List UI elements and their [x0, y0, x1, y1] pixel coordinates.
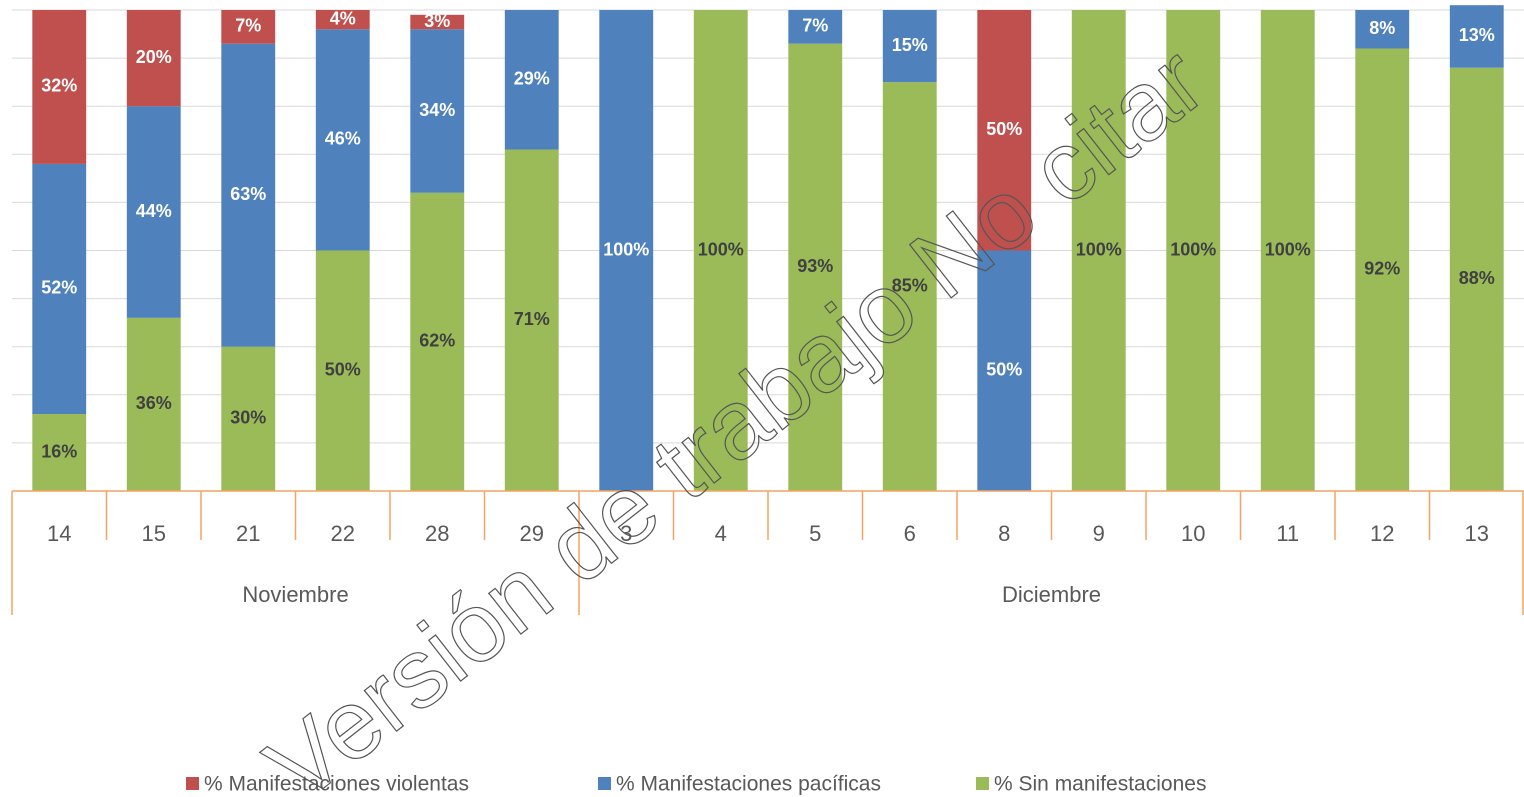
- data-label: 7%: [235, 16, 261, 36]
- x-tick-label: 21: [236, 521, 260, 546]
- x-tick-label: 3: [620, 521, 632, 546]
- bar-segment: [315, 10, 370, 30]
- data-label: 100%: [1170, 239, 1216, 259]
- data-label: 100%: [1265, 239, 1311, 259]
- bar-segment: [32, 10, 87, 164]
- bar-segment: [126, 10, 181, 107]
- data-label: 100%: [1076, 239, 1122, 259]
- x-tick-label: 22: [331, 521, 355, 546]
- bar-segment: [221, 43, 276, 347]
- bar-segment: [504, 149, 559, 492]
- x-tick-label: 13: [1465, 521, 1489, 546]
- x-tick-label: 14: [47, 521, 71, 546]
- data-label: 20%: [136, 47, 172, 67]
- legend-swatch: [976, 777, 989, 790]
- data-label: 63%: [230, 184, 266, 204]
- x-tick-label: 5: [809, 521, 821, 546]
- bar-segment: [126, 317, 181, 491]
- data-label: 100%: [603, 239, 649, 259]
- bar-segment: [32, 414, 87, 491]
- data-label: 3%: [424, 11, 450, 31]
- bar-segment: [1355, 48, 1410, 491]
- bar-segment: [599, 10, 654, 491]
- data-label: 100%: [698, 239, 744, 259]
- data-label: 44%: [136, 201, 172, 221]
- legend-label: % Manifestaciones pacíficas: [616, 773, 881, 796]
- data-label: 92%: [1364, 258, 1400, 278]
- bar-segment: [221, 10, 276, 44]
- x-tick-label: 28: [425, 521, 449, 546]
- data-label: 7%: [802, 16, 828, 36]
- x-tick-label: 15: [142, 521, 166, 546]
- bar-segment: [977, 10, 1032, 251]
- bar-segment: [32, 163, 87, 415]
- bar-segment: [1166, 10, 1221, 491]
- data-label: 36%: [136, 393, 172, 413]
- x-tick-label: 10: [1181, 521, 1205, 546]
- bar-segment: [882, 82, 937, 492]
- bar-segment: [788, 10, 843, 44]
- data-label: 15%: [892, 35, 928, 55]
- bar-segment: [315, 29, 370, 251]
- bar-segment: [221, 346, 276, 491]
- bar-segment: [693, 10, 748, 491]
- x-tick-label: 9: [1093, 521, 1105, 546]
- bar-segment: [504, 10, 559, 150]
- bar-segment: [1071, 10, 1126, 491]
- data-label: 50%: [986, 119, 1022, 139]
- bar-segment: [1449, 67, 1504, 491]
- data-label: 13%: [1459, 25, 1495, 45]
- bar-segment: [1260, 10, 1315, 491]
- bar-segment: [315, 250, 370, 491]
- data-label: 34%: [419, 100, 455, 120]
- bar-segment: [788, 43, 843, 492]
- data-label: 85%: [892, 275, 928, 295]
- data-label: 71%: [514, 309, 550, 329]
- data-label: 30%: [230, 408, 266, 428]
- data-label: 4%: [330, 8, 356, 28]
- data-label: 93%: [797, 256, 833, 276]
- data-label: 50%: [986, 360, 1022, 380]
- bar-segment: [1449, 5, 1504, 68]
- x-tick-label: 4: [715, 521, 727, 546]
- bar-segment: [1355, 10, 1410, 49]
- data-label: 52%: [41, 278, 77, 298]
- x-tick-label: 11: [1276, 521, 1299, 546]
- bar-segment: [882, 10, 937, 83]
- group-label: Diciembre: [1002, 582, 1101, 607]
- bar-segment: [410, 29, 465, 193]
- bar-segment: [410, 192, 465, 491]
- data-label: 88%: [1459, 268, 1495, 288]
- data-label: 62%: [419, 331, 455, 351]
- data-label: 46%: [325, 129, 361, 149]
- bar-segment: [977, 250, 1032, 491]
- data-label: 32%: [41, 76, 77, 96]
- legend-label: % Manifestaciones violentas: [204, 773, 469, 796]
- data-label: 29%: [514, 68, 550, 88]
- group-label: Noviembre: [242, 582, 348, 607]
- legend-swatch: [186, 777, 199, 790]
- x-tick-label: 8: [998, 521, 1010, 546]
- legend-swatch: [598, 777, 611, 790]
- data-label: 50%: [325, 360, 361, 380]
- bar-segment: [126, 106, 181, 318]
- x-tick-label: 12: [1370, 521, 1394, 546]
- x-tick-label: 29: [520, 521, 544, 546]
- data-label: 8%: [1369, 18, 1395, 38]
- legend-label: % Sin manifestaciones: [994, 773, 1206, 796]
- bar-segment: [410, 14, 465, 30]
- x-tick-label: 6: [904, 521, 916, 546]
- data-label: 16%: [41, 441, 77, 461]
